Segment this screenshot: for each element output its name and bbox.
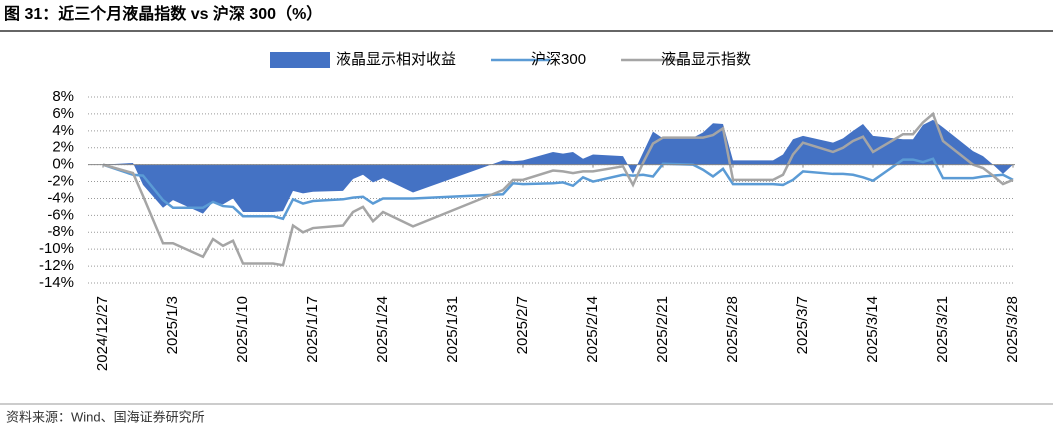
x-tick-label: 2025/1/24 [374, 296, 391, 363]
y-tick-label: -10% [39, 240, 74, 257]
y-tick-label: -2% [47, 173, 74, 190]
x-tick-label: 2025/3/28 [1004, 296, 1021, 363]
x-tick-label: 2025/2/28 [724, 296, 741, 363]
x-tick-label: 2025/2/14 [584, 296, 601, 363]
y-tick-label: -4% [47, 189, 74, 206]
y-tick-label: 2% [52, 139, 74, 156]
area [103, 119, 1013, 214]
legend-label: 液晶显示指数 [661, 51, 751, 68]
x-tick-label: 2025/1/31 [444, 296, 461, 363]
plot-area: 8%6%4%2%0%-2%-4%-6%-8%-10%-12%-14% 2024/1… [39, 51, 1021, 371]
y-tick-label: 0% [52, 156, 74, 173]
y-tick-label: -8% [47, 223, 74, 240]
x-tick-label: 2025/2/21 [654, 296, 671, 363]
legend-swatch [270, 52, 330, 68]
x-tick-label: 2025/3/14 [864, 296, 881, 363]
y-tick-label: -14% [39, 274, 74, 291]
x-tick-label: 2024/12/27 [94, 296, 111, 371]
y-tick-label: -12% [39, 257, 74, 274]
y-tick-label: 6% [52, 105, 74, 122]
x-tick-label: 2025/3/21 [934, 296, 951, 363]
line [102, 157, 1014, 221]
x-tick-label: 2025/3/7 [794, 296, 811, 354]
source-note: 资料来源：Wind、国海证券研究所 [6, 409, 205, 424]
y-tick-label: 4% [52, 122, 74, 139]
y-tick-label: -6% [47, 206, 74, 223]
line [102, 111, 1014, 267]
x-tick-label: 2025/1/10 [234, 296, 251, 363]
chart-title: 图 31：近三个月液晶指数 vs 沪深 300（%） [4, 4, 322, 23]
x-tick-label: 2025/1/17 [304, 296, 321, 363]
x-tick-label: 2025/1/3 [164, 296, 181, 354]
legend-label: 沪深300 [531, 51, 586, 68]
legend: 液晶显示相对收益 沪深300 液晶显示指数 [270, 51, 751, 68]
y-tick-label: 8% [52, 88, 74, 105]
legend-label: 液晶显示相对收益 [336, 51, 456, 68]
x-tick-label: 2025/2/7 [514, 296, 531, 354]
